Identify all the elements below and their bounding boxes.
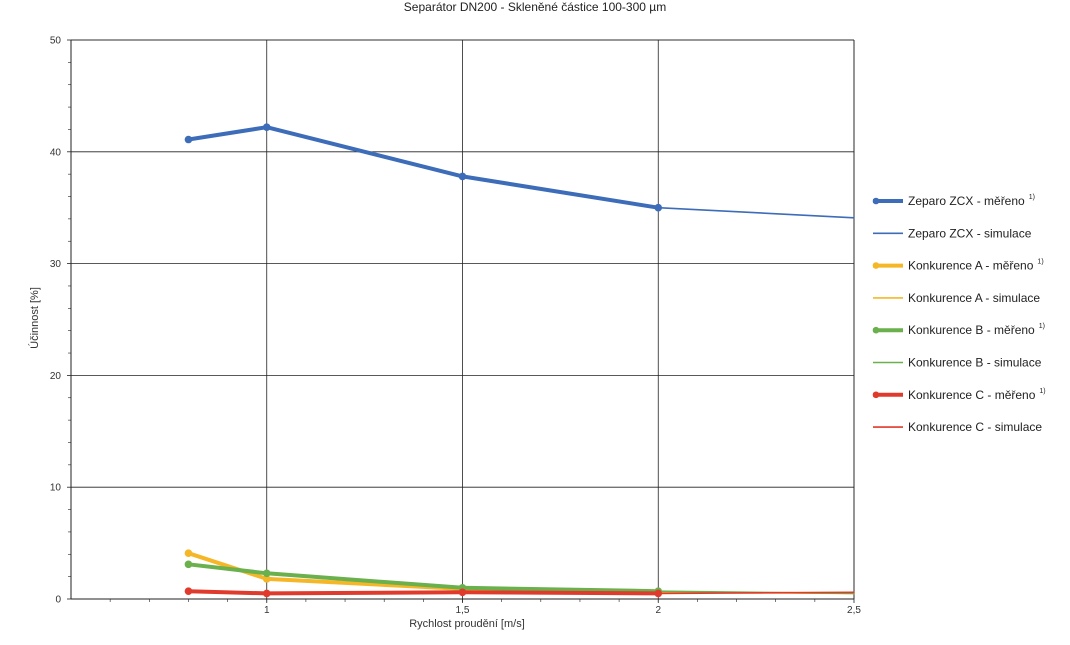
y-tick-label: 40 <box>50 147 62 158</box>
legend-label-konkurence-c-simulace: Konkurence C - simulace <box>908 420 1042 434</box>
grid <box>71 39 855 599</box>
x-axis-label: Rychlost proudění [m/s] <box>409 618 525 630</box>
y-tick-label: 0 <box>55 595 61 606</box>
tick-labels: 0 10 20 30 40 50 1 1,5 2 2,5 <box>50 36 862 617</box>
legend-marker-konkurence-c-m-eno <box>872 391 880 399</box>
legend-footnote-mark: 1) <box>1029 194 1035 201</box>
legend-label-konkurence-c-m-eno: Konkurence C - měřeno <box>908 388 1036 402</box>
series-layer <box>184 123 855 598</box>
x-tick-label: 2,5 <box>847 605 861 616</box>
axes <box>67 39 855 603</box>
legend-footnote-mark: 1) <box>1039 388 1045 395</box>
series-line-zeparo-zcx-m-eno <box>186 125 661 210</box>
legend-footnote-mark: 1) <box>1037 259 1043 266</box>
legend: Zeparo ZCX - měřeno 1) Zeparo ZCX - simula… <box>872 194 1046 434</box>
x-tick-label: 1 <box>264 605 270 616</box>
data-point-zeparo-zcx-m-eno <box>654 203 663 212</box>
data-point-konkurence-c-m-eno <box>458 588 467 597</box>
x-tick-label: 1,5 <box>456 605 470 616</box>
y-tick-label: 20 <box>50 371 62 382</box>
data-point-konkurence-c-m-eno <box>654 589 663 598</box>
y-tick-label: 30 <box>50 259 62 270</box>
legend-label-konkurence-b-simulace: Konkurence B - simulace <box>908 356 1042 370</box>
series-line-zeparo-zcx-simulace <box>657 206 855 219</box>
data-point-zeparo-zcx-m-eno <box>458 172 467 181</box>
data-point-zeparo-zcx-m-eno <box>262 123 271 132</box>
legend-marker-zeparo-zcx-m-eno <box>872 197 880 205</box>
legend-label-konkurence-a-m-eno: Konkurence A - měřeno <box>908 259 1034 273</box>
data-point-konkurence-a-m-eno <box>184 549 193 557</box>
data-point-konkurence-a-m-eno <box>262 575 271 583</box>
series-line-konkurence-b-m-eno <box>186 562 661 594</box>
y-tick-label: 50 <box>50 36 62 47</box>
x-tick-label: 2 <box>655 605 661 616</box>
chart-title: Separátor DN200 - Skleněné částice 100-3… <box>404 0 666 14</box>
legend-label-konkurence-a-simulace: Konkurence A - simulace <box>908 291 1040 305</box>
legend-marker-konkurence-b-m-eno <box>872 326 880 334</box>
data-point-konkurence-c-m-eno <box>184 587 193 595</box>
series-line-konkurence-c-simulace <box>657 591 855 595</box>
legend-label-zeparo-zcx-simulace: Zeparo ZCX - simulace <box>908 226 1032 240</box>
legend-footnote-mark: 1) <box>1039 323 1045 330</box>
data-point-konkurence-b-m-eno <box>262 569 271 578</box>
data-point-konkurence-b-m-eno <box>184 560 193 569</box>
y-tick-label: 10 <box>50 483 62 494</box>
y-axis-label: Účinnost [%] <box>28 287 41 349</box>
data-point-konkurence-c-m-eno <box>262 589 271 598</box>
legend-label-zeparo-zcx-m-eno: Zeparo ZCX - měřeno <box>908 194 1025 208</box>
legend-label-konkurence-b-m-eno: Konkurence B - měřeno <box>908 323 1035 337</box>
series-line-konkurence-c-m-eno <box>186 589 661 596</box>
legend-marker-konkurence-a-m-eno <box>872 262 880 269</box>
data-point-zeparo-zcx-m-eno <box>184 135 193 144</box>
